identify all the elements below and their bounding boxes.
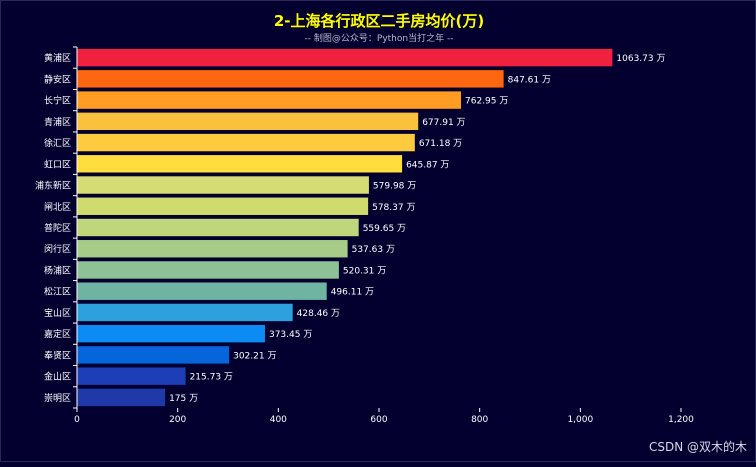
watermark: CSDN @双木的木 xyxy=(648,440,747,454)
bar-10 xyxy=(77,240,348,258)
bar-6 xyxy=(77,155,403,173)
y-tick-label-5: 徐汇区 xyxy=(44,137,71,149)
y-tick-label-12: 松江区 xyxy=(44,286,71,298)
y-tick-label-11: 杨浦区 xyxy=(44,264,71,276)
data-label-9: 559.65 万 xyxy=(363,224,406,234)
x-tick-label-0: 0 xyxy=(74,415,80,425)
chart-title: 2-上海各行政区二手房均价(万) xyxy=(274,12,484,30)
y-tick-label-14: 嘉定区 xyxy=(44,328,71,340)
data-label-17: 175 万 xyxy=(169,394,198,404)
y-tick-label-10: 闵行区 xyxy=(44,243,71,255)
data-label-14: 373.45 万 xyxy=(269,330,312,340)
chart-subtitle: -- 制图@公众号：Python当打之年 -- xyxy=(305,32,454,44)
x-tick-label-2: 400 xyxy=(270,415,287,425)
data-label-16: 215.73 万 xyxy=(190,373,233,383)
y-axis: 黄浦区静安区长宁区青浦区徐汇区虹口区浦东新区闸北区普陀区闵行区杨浦区松江区宝山区… xyxy=(35,46,78,409)
x-tick-label-1: 200 xyxy=(169,415,186,425)
bar-2 xyxy=(77,70,504,88)
data-label-13: 428.46 万 xyxy=(297,309,340,319)
x-tick-label-6: 1,200 xyxy=(668,415,694,425)
bar-9 xyxy=(77,218,359,237)
data-label-4: 677.91 万 xyxy=(422,118,465,128)
bar-15 xyxy=(77,346,230,364)
y-tick-label-3: 长宁区 xyxy=(44,95,71,107)
data-label-15: 302.21 万 xyxy=(233,351,276,361)
data-label-7: 579.98 万 xyxy=(373,182,416,192)
bar-3 xyxy=(77,91,462,109)
y-tick-label-6: 虹口区 xyxy=(44,159,71,170)
bar-12 xyxy=(77,282,327,300)
bar-13 xyxy=(77,303,293,322)
bar-4 xyxy=(77,112,419,131)
y-tick-label-15: 奉贤区 xyxy=(44,349,71,361)
y-tick-label-4: 青浦区 xyxy=(44,116,71,128)
data-label-5: 671.18 万 xyxy=(419,139,462,149)
x-tick-label-4: 800 xyxy=(471,415,488,425)
data-label-8: 578.37 万 xyxy=(372,203,415,213)
y-tick-label-13: 宝山区 xyxy=(44,307,71,319)
data-label-11: 520.31 万 xyxy=(343,266,386,276)
data-label-3: 762.95 万 xyxy=(465,97,508,107)
data-label-1: 1063.73 万 xyxy=(616,54,665,64)
data-label-12: 496.11 万 xyxy=(331,288,374,298)
bar-7 xyxy=(77,176,369,194)
y-tick-label-9: 普陀区 xyxy=(44,222,71,234)
bar-5 xyxy=(77,133,415,152)
bar-8 xyxy=(77,197,369,215)
bar-1 xyxy=(77,48,613,67)
data-label-10: 537.63 万 xyxy=(352,245,395,255)
x-tick-label-5: 1,000 xyxy=(567,415,593,425)
bar-11 xyxy=(77,261,339,279)
bar-17 xyxy=(77,388,166,407)
y-tick-label-7: 浦东新区 xyxy=(35,180,71,192)
bars-group: 1063.73 万 847.61 万 762.95 万 677.91 万 671.18 … xyxy=(77,48,666,407)
y-tick-label-17: 崇明区 xyxy=(44,393,71,404)
y-tick-label-16: 金山区 xyxy=(44,371,71,383)
y-tick-label-1: 黄浦区 xyxy=(44,52,71,64)
bar-16 xyxy=(77,367,186,385)
bar-14 xyxy=(77,324,265,343)
y-tick-label-8: 闸北区 xyxy=(44,202,71,213)
x-axis: 0 200 400 600 800 1,000 1,200 xyxy=(74,408,694,425)
data-label-6: 645.87 万 xyxy=(406,160,449,170)
data-label-2: 847.61 万 xyxy=(508,75,551,85)
y-tick-label-2: 静安区 xyxy=(44,73,71,85)
x-tick-label-3: 600 xyxy=(370,415,387,425)
